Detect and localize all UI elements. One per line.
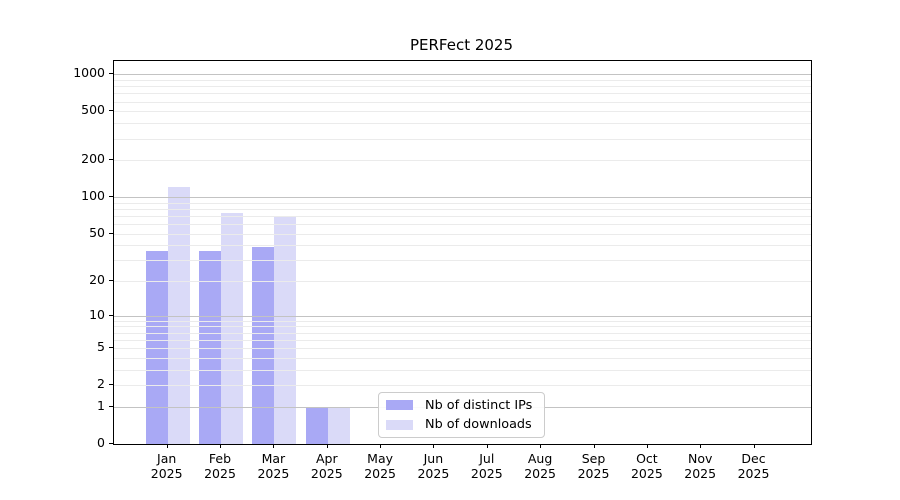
gridline-minor [114, 111, 811, 113]
y-tick-label: 200 [81, 151, 105, 167]
x-tick-label-oct: Oct 2025 [630, 451, 663, 481]
x-tick-label-jun: Jun 2025 [417, 451, 450, 481]
legend: Nb of distinct IPs Nb of downloads [378, 392, 545, 438]
y-tick-mark [109, 314, 113, 316]
x-tick-label-may: May 2025 [364, 451, 396, 481]
x-tick-mark [273, 444, 275, 448]
gridline-minor [114, 160, 811, 162]
y-tick-label: 50 [89, 224, 105, 240]
gridline-minor [114, 233, 811, 235]
x-tick-label-dec: Dec 2025 [737, 451, 770, 481]
y-tick-mark [109, 405, 113, 407]
x-tick-label-sep: Sep 2025 [577, 451, 610, 481]
gridline-minor [114, 357, 811, 359]
x-tick-mark [433, 444, 435, 448]
bar-downloads-mar [274, 215, 297, 444]
gridline-minor [114, 326, 811, 328]
x-tick-mark [326, 444, 328, 448]
x-tick-label-feb: Feb 2025 [204, 451, 236, 481]
x-tick-mark [380, 444, 382, 448]
gridline-minor [114, 224, 811, 225]
gridline-minor [114, 93, 811, 95]
gridline-minor [114, 101, 811, 103]
bar-distinct-ips-jan [145, 250, 168, 444]
y-tick-mark [109, 110, 113, 112]
gridline-minor [114, 320, 811, 322]
legend-item-downloads: Nb of downloads [386, 417, 544, 432]
gridline-minor [114, 86, 811, 88]
y-tick-label: 10 [89, 306, 105, 322]
gridline-minor [114, 369, 811, 371]
y-tick-label: 100 [81, 188, 105, 203]
legend-swatch-downloads-icon [386, 419, 413, 430]
gridline-minor [114, 385, 811, 387]
y-tick-mark [109, 280, 113, 282]
y-tick-label: 1 [97, 397, 105, 413]
gridline-minor [114, 281, 811, 283]
bar-distinct-ips-apr [305, 406, 328, 444]
y-tick-label: 2 [97, 376, 105, 392]
gridline-minor [114, 202, 811, 204]
gridline-major [114, 74, 811, 76]
x-tick-mark [593, 444, 595, 448]
gridline-minor [114, 245, 811, 247]
gridline-minor [114, 123, 811, 125]
legend-label-downloads: Nb of downloads [425, 417, 532, 433]
x-tick-mark [753, 444, 755, 448]
gridline-minor [114, 79, 811, 81]
bar-distinct-ips-mar [252, 246, 275, 444]
x-tick-mark [166, 444, 168, 448]
gridline-minor [114, 339, 811, 341]
x-tick-mark [646, 444, 648, 448]
bar-downloads-feb [221, 213, 244, 444]
bar-downloads-apr [327, 406, 350, 444]
gridline-minor [114, 348, 811, 350]
x-tick-mark [486, 444, 488, 448]
x-tick-label-jan: Jan 2025 [150, 451, 183, 481]
gridline-minor [114, 138, 811, 140]
y-tick-mark [109, 384, 113, 386]
y-tick-label: 1000 [73, 65, 105, 81]
bar-distinct-ips-feb [199, 250, 222, 444]
y-tick-mark [109, 159, 113, 161]
y-tick-label: 20 [89, 272, 105, 288]
x-tick-mark [220, 444, 221, 448]
y-tick-label: 500 [81, 102, 105, 118]
gridline-minor [114, 332, 811, 334]
y-tick-mark [109, 232, 113, 234]
legend-swatch-distinct-ips-icon [386, 400, 413, 411]
x-tick-mark [700, 444, 702, 448]
x-tick-mark [540, 444, 542, 448]
chart-title: PERFect 2025 [409, 36, 514, 54]
x-tick-label-apr: Apr 2025 [310, 451, 343, 481]
y-tick-mark [109, 196, 113, 197]
gridline-minor [114, 215, 811, 217]
y-tick-label: 0 [97, 435, 105, 450]
x-tick-label-nov: Nov 2025 [684, 451, 717, 481]
gridline-minor [114, 260, 811, 262]
legend-item-distinct-ips: Nb of distinct IPs [386, 398, 544, 413]
gridline-minor [114, 208, 811, 210]
gridline-major [114, 315, 811, 317]
y-tick-mark [109, 347, 113, 349]
y-tick-label: 5 [97, 339, 105, 355]
plot-area [113, 60, 812, 445]
legend-label-distinct-ips: Nb of distinct IPs [425, 397, 533, 413]
y-tick-mark [109, 443, 113, 444]
gridline-major [114, 197, 811, 198]
x-tick-label-aug: Aug 2025 [524, 451, 556, 481]
x-tick-label-jul: Jul 2025 [470, 451, 503, 481]
x-tick-label-mar: Mar 2025 [257, 451, 290, 481]
y-tick-mark [109, 73, 113, 75]
